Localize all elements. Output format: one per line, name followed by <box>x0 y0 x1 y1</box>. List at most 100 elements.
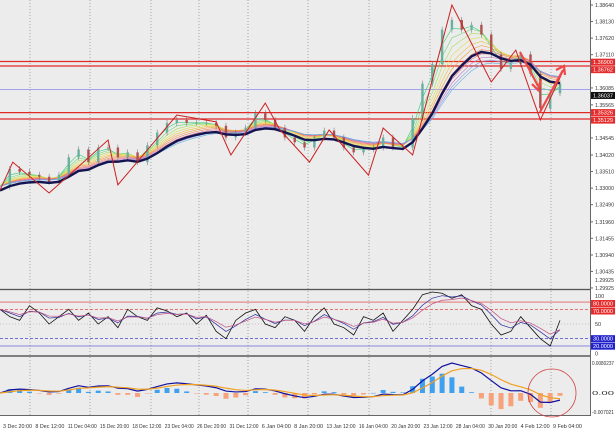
candle-body <box>431 64 434 84</box>
price-level-badge <box>591 66 615 74</box>
macd-tick-label: 0.00 <box>592 391 614 397</box>
price-tick-label: 1.33000 <box>595 186 614 192</box>
candle-body <box>381 137 385 148</box>
time-tick-label: 20 Jan 20:00 <box>391 424 420 430</box>
candle-body <box>47 176 51 182</box>
candle-body <box>440 29 444 65</box>
time-tick-label: 9 Feb 04:00 <box>553 424 582 430</box>
candle-body <box>8 168 12 187</box>
macd-histogram-bar <box>282 393 288 398</box>
oscillator-level-badge <box>591 342 615 350</box>
macd-histogram-bar <box>311 393 317 395</box>
highlight-circle <box>527 368 577 418</box>
oscillator-main-line <box>0 291 561 347</box>
macd-histogram-bar <box>498 393 504 410</box>
candle-body <box>136 152 139 163</box>
price-tick-label: 1.31455 <box>595 236 614 242</box>
macd-histogram-bar <box>203 393 209 395</box>
candle-body <box>106 147 110 149</box>
macd-histogram-bar <box>331 392 337 393</box>
candle-body <box>293 137 296 143</box>
macd-histogram-bar <box>400 392 406 393</box>
ema-fan-line <box>0 56 561 187</box>
time-tick-label: 8 Dec 12:00 <box>35 424 64 430</box>
macd-histogram-bar <box>351 393 357 396</box>
macd-histogram-bar <box>85 391 91 393</box>
candle-body <box>480 24 483 35</box>
price-level-badge <box>591 109 615 117</box>
macd-histogram-bar <box>125 393 131 395</box>
price-tick-label: 1.38640 <box>595 3 614 9</box>
macd-histogram-bar <box>449 377 455 393</box>
macd-histogram-bar <box>7 389 13 393</box>
candle-body <box>18 168 21 172</box>
macd-histogram-bar <box>184 391 190 393</box>
macd-histogram-bar <box>105 391 111 393</box>
main-panel[interactable] <box>0 0 590 288</box>
oscillator-tick-label: 0 <box>595 352 598 358</box>
ema-fan-line <box>0 49 561 187</box>
oscillator-slow-line <box>0 297 561 335</box>
time-tick-label: 16 Jan 04:00 <box>359 424 388 430</box>
candle-body <box>273 119 277 128</box>
candle-body <box>313 137 316 148</box>
up-arrow-icon <box>539 64 567 113</box>
candle-body <box>450 19 454 30</box>
candle-body <box>87 149 90 163</box>
price-tick-label: 1.30940 <box>595 253 614 259</box>
oscillator-level-label: 80.0000 <box>593 302 613 308</box>
macd-histogram-bar <box>144 393 150 394</box>
macd-histogram-bar <box>370 392 376 394</box>
macd-histogram-bar <box>321 391 327 393</box>
macd-histogram-bar <box>459 386 465 393</box>
macd-histogram-bar <box>26 391 32 393</box>
macd-histogram-bar <box>76 387 82 393</box>
candle-body <box>146 145 149 163</box>
macd-histogram-bar <box>66 389 72 393</box>
candle-body <box>264 113 267 120</box>
price-tick-label: 1.35565 <box>595 103 614 109</box>
macd-histogram-bar <box>164 387 170 393</box>
macd-histogram-bar <box>135 393 141 397</box>
macd-tick-label: 0.0080237 <box>592 361 614 367</box>
candle-body <box>411 117 414 148</box>
macd-histogram-bar <box>439 373 445 393</box>
macd-histogram-bar <box>361 393 367 395</box>
macd-line <box>0 362 561 404</box>
candle-body <box>224 125 228 138</box>
ema-fan-line <box>0 53 561 187</box>
candle-body <box>332 130 336 138</box>
candle-body <box>214 122 218 126</box>
time-tick-label: 23 Jan 12:00 <box>424 424 453 430</box>
price-tick-label: 1.34020 <box>595 153 614 159</box>
price-tick-label: 1.36085 <box>595 86 614 92</box>
candle-body <box>165 122 169 133</box>
time-tick-label: 23 Dec 04:00 <box>165 424 194 430</box>
candle-body <box>391 137 395 148</box>
macd-histogram-bar <box>380 389 386 393</box>
candle-body <box>126 152 129 158</box>
candle-body <box>303 142 306 148</box>
zigzag-line <box>0 3 566 194</box>
macd-histogram-bar <box>469 392 475 393</box>
candle-body <box>185 119 188 123</box>
oscillator-tick-label: 50 <box>595 322 601 328</box>
candle-body <box>244 127 247 133</box>
candle-body <box>175 119 179 123</box>
macd-histogram-bar <box>508 393 514 407</box>
price-level-badge <box>591 91 615 99</box>
oscillator-panel[interactable] <box>0 291 590 355</box>
oscillator-level-badge <box>591 300 615 307</box>
candle-body <box>499 54 503 69</box>
macd-histogram-bar <box>537 393 543 408</box>
candle-body <box>352 147 355 153</box>
macd-histogram-bar <box>272 393 278 395</box>
macd-histogram-bar <box>56 393 62 394</box>
oscillator-tick-label: 100 <box>595 294 604 300</box>
price-tick-label: 1.37620 <box>595 36 614 42</box>
candle-body <box>490 34 493 55</box>
price-tick-label: 1.30435 <box>595 269 614 275</box>
macd-histogram-bar <box>193 393 199 394</box>
price-tick-label: 1.33510 <box>595 170 614 176</box>
macd-histogram-bar <box>478 393 484 399</box>
